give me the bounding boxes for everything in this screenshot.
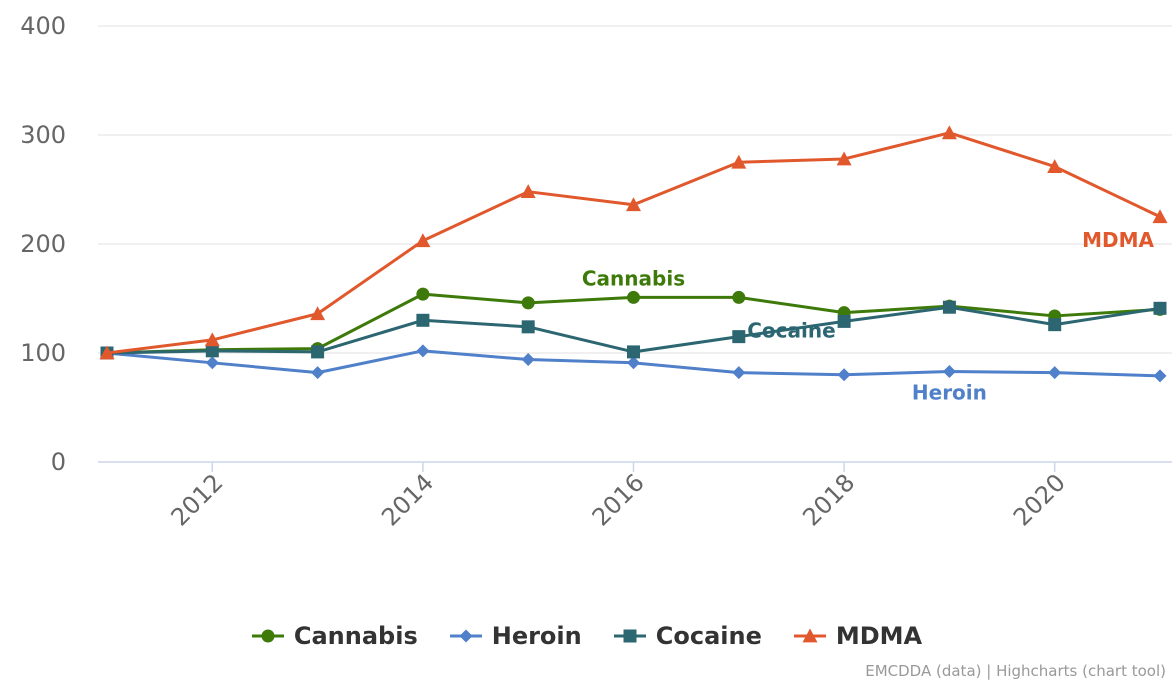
legend-marker-cocaine bbox=[623, 629, 637, 643]
data-point-heroin[interactable] bbox=[837, 368, 851, 382]
data-point-mdma[interactable] bbox=[731, 154, 747, 169]
series-label-heroin: Heroin bbox=[912, 381, 987, 405]
series-label-cocaine: Cocaine bbox=[747, 318, 835, 342]
y-tick-label: 200 bbox=[20, 230, 66, 258]
data-point-mdma[interactable] bbox=[415, 233, 431, 248]
y-tick-label: 400 bbox=[20, 12, 66, 40]
y-tick-label: 0 bbox=[51, 448, 66, 476]
data-point-mdma[interactable] bbox=[626, 197, 641, 212]
grid-lines bbox=[98, 25, 1172, 354]
series-cocaine bbox=[100, 300, 1167, 360]
data-point-cocaine[interactable] bbox=[205, 344, 219, 358]
data-point-mdma[interactable] bbox=[1047, 159, 1063, 173]
data-point-cocaine[interactable] bbox=[837, 314, 851, 328]
data-point-cocaine[interactable] bbox=[1048, 318, 1062, 332]
data-point-mdma[interactable] bbox=[941, 125, 957, 140]
legend-symbol-square-icon bbox=[613, 629, 646, 643]
data-point-cocaine[interactable] bbox=[311, 345, 325, 359]
data-point-heroin[interactable] bbox=[732, 366, 746, 380]
y-axis-labels: 0 100 200 300 400 bbox=[20, 12, 66, 476]
data-point-mdma[interactable] bbox=[204, 332, 220, 347]
legend-label: Cocaine bbox=[655, 622, 762, 650]
data-point-cocaine[interactable] bbox=[521, 320, 535, 334]
legend-item-cocaine[interactable]: Cocaine bbox=[612, 622, 762, 650]
legend-symbol-circle-icon bbox=[251, 629, 284, 643]
x-tick-label: 2016 bbox=[587, 468, 650, 531]
data-point-cannabis[interactable] bbox=[521, 296, 535, 310]
data-point-heroin[interactable] bbox=[311, 366, 325, 380]
legend-label: Cannabis bbox=[293, 622, 418, 650]
y-tick-label: 300 bbox=[20, 121, 66, 149]
legend-marker-heroin bbox=[459, 629, 473, 643]
series-label-cannabis: Cannabis bbox=[582, 266, 685, 290]
data-point-cocaine[interactable] bbox=[627, 345, 640, 359]
data-point-heroin[interactable] bbox=[416, 344, 430, 358]
legend-item-heroin[interactable]: Heroin bbox=[448, 622, 582, 650]
legend-symbol-diamond-icon bbox=[449, 629, 482, 643]
data-point-heroin[interactable] bbox=[205, 356, 219, 370]
series-line-mdma[interactable] bbox=[106, 131, 1161, 355]
data-point-cocaine[interactable] bbox=[1153, 301, 1167, 315]
x-tick-label: 2014 bbox=[376, 468, 439, 531]
legend-symbol-triangle-icon bbox=[793, 628, 826, 643]
series-labels: Cannabis Heroin Cocaine MDMA bbox=[582, 228, 1155, 405]
data-point-mdma[interactable] bbox=[520, 184, 536, 199]
series-mdma bbox=[99, 125, 1168, 360]
legend-marker-mdma bbox=[802, 628, 818, 643]
y-tick-label: 100 bbox=[20, 339, 66, 367]
x-tick-label: 2012 bbox=[166, 468, 229, 531]
x-axis-labels: 2012 2014 2016 2018 2020 bbox=[166, 462, 1071, 531]
legend-marker-cannabis bbox=[261, 629, 275, 643]
data-point-cocaine[interactable] bbox=[732, 330, 746, 344]
data-point-heroin[interactable] bbox=[1153, 369, 1167, 383]
series-layer bbox=[99, 125, 1168, 383]
legend-label: Heroin bbox=[491, 622, 582, 650]
data-point-cannabis[interactable] bbox=[627, 290, 640, 304]
data-point-heroin[interactable] bbox=[1048, 366, 1062, 380]
legend-item-cannabis[interactable]: Cannabis bbox=[250, 622, 418, 650]
data-point-mdma[interactable] bbox=[310, 306, 326, 321]
data-point-mdma[interactable] bbox=[1152, 209, 1168, 224]
legend: Cannabis Heroin Cocaine MDMA bbox=[0, 614, 1172, 658]
x-tick-label: 2018 bbox=[797, 468, 860, 531]
series-label-mdma: MDMA bbox=[1082, 228, 1154, 252]
credits[interactable]: EMCDDA (data) | Highcharts (chart tool) bbox=[865, 662, 1166, 680]
line-chart: 0 100 200 300 400 2012 2014 2016 2018 2020 Canna… bbox=[20, 12, 1172, 531]
data-point-mdma[interactable] bbox=[836, 151, 852, 166]
data-point-heroin[interactable] bbox=[521, 353, 535, 367]
x-tick-label: 2020 bbox=[1008, 468, 1071, 531]
legend-label: MDMA bbox=[835, 622, 923, 650]
data-point-cocaine[interactable] bbox=[416, 313, 430, 327]
data-point-cannabis[interactable] bbox=[416, 287, 430, 301]
legend-item-mdma[interactable]: MDMA bbox=[792, 622, 922, 650]
data-point-mdma[interactable] bbox=[99, 345, 115, 360]
data-point-cannabis[interactable] bbox=[732, 290, 746, 304]
data-point-cocaine[interactable] bbox=[942, 300, 956, 314]
data-point-heroin[interactable] bbox=[942, 365, 956, 379]
data-point-heroin[interactable] bbox=[627, 356, 640, 370]
